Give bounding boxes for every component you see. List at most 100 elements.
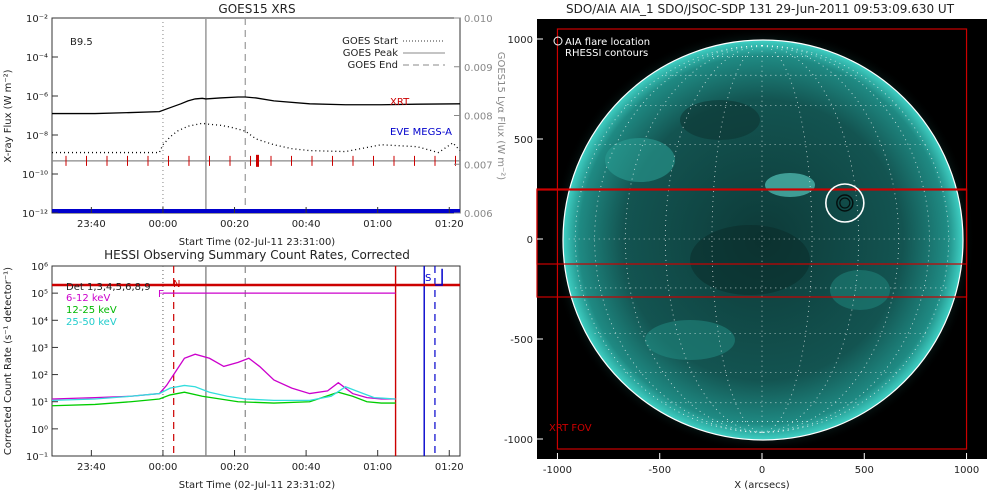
hessi-ytick-label: 10⁶ (31, 262, 48, 273)
bright-region-4 (830, 270, 890, 310)
legend-flare-location: AIA flare location (565, 37, 650, 48)
hessi-xtick-label: 00:20 (220, 462, 249, 473)
hessi-legend: Det 1,3,4,5,6,8,9 6-12 keV 12-25 keV 25-… (66, 282, 151, 328)
hessi-series-25-50-kev (51, 384, 396, 402)
goes-plot-frame (51, 17, 461, 214)
legend-detectors: Det 1,3,4,5,6,8,9 (66, 282, 151, 293)
bright-region-1 (605, 138, 675, 182)
hessi-title: HESSI Observing Summary Count Rates, Cor… (104, 248, 410, 262)
legend-goes-start: GOES Start (342, 36, 398, 47)
hessi-ytick-label: 10¹ (31, 398, 48, 409)
aia-ytick-label: -1000 (504, 435, 533, 446)
goes-y2tick-label: 0.006 (464, 209, 493, 220)
aia-title: SDO/AIA AIA_1 SDO/JSOC-SDP 131 29-Jun-20… (566, 2, 955, 16)
legend-goes-end: GOES End (348, 60, 398, 71)
goes-y2tick-label: 0.008 (464, 112, 493, 123)
heliographic-grid (568, 45, 956, 433)
hessi-xtick-label: 01:00 (363, 462, 392, 473)
legend-flare-symbol (553, 36, 563, 46)
aia-xtick-label: 0 (759, 465, 765, 476)
hessi-ytick-label: 10³ (31, 343, 48, 354)
goes-series-goes-long (52, 96, 461, 115)
goes-ylabel: X-ray Flux (W m⁻²) (3, 69, 14, 162)
goes-xtick-label: 00:20 (220, 219, 249, 230)
goes-xtick-label: 01:20 (435, 219, 464, 230)
bright-region-2 (765, 173, 815, 197)
longitude-line (761, 45, 950, 433)
hessi-series (51, 266, 460, 456)
goes-class-label: B9.5 (70, 37, 93, 48)
legend-25-50: 25-50 keV (66, 317, 117, 328)
aia-ytick-label: 500 (514, 135, 533, 146)
aia-xtick-label: -1000 (543, 465, 572, 476)
flare-location-marker (825, 183, 865, 223)
goes-ytick-label: 10⁻² (26, 14, 48, 25)
hessi-ytick-label: 10² (31, 371, 48, 382)
hessi-ytick-label: 10⁰ (31, 425, 48, 436)
hessi-ytick-label: 10⁵ (31, 289, 48, 300)
aia-xlabel: X (arcsecs) (734, 480, 790, 491)
goes-ticks: 23:40 00:00 00:20 00:40 01:00 01:20 10⁻² 10⁻⁴ 10… (22, 14, 493, 230)
goes-y2tick-label: 0.007 (464, 160, 493, 171)
goes-legend: GOES Start GOES Peak GOES End (342, 36, 445, 71)
legend-rhessi-contours: RHESSI contours (565, 48, 648, 59)
goes-y2tick-label: 0.010 (464, 14, 493, 25)
goes-panel: GOES15 XRS 23:40 00:00 00:20 00:40 01:00 01:2… (3, 2, 506, 248)
goes-ytick-label: 10⁻⁴ (26, 53, 48, 64)
aia-ticks: -1000 -500 0 500 1000 -1000 -500 0 500 1000 (504, 35, 979, 476)
hessi-saa-flag (434, 268, 443, 286)
hessi-series-6-12-kev (51, 353, 396, 400)
hessi-series-12-25-kev (51, 391, 396, 407)
rhessi-contour (836, 194, 854, 212)
legend-goes-peak: GOES Peak (343, 48, 398, 59)
lyman-flag-block (256, 154, 259, 167)
longitude-line (574, 45, 763, 433)
goes-xtick-label: 00:40 (292, 219, 321, 230)
goes-xtick-label: 00:00 (149, 219, 178, 230)
hessi-ytick-label: 10⁻¹ (26, 452, 48, 463)
rhessi-contour (839, 197, 851, 209)
sun-texture (605, 100, 890, 360)
hessi-plot-frame (51, 265, 461, 457)
hessi-xtick-label: 01:20 (435, 462, 464, 473)
goes-ytick-label: 10⁻⁸ (26, 131, 48, 142)
aia-xtick-label: 500 (855, 465, 874, 476)
solar-limb (562, 39, 964, 441)
goes-ytick-label: 10⁻¹² (22, 209, 48, 220)
aia-ytick-label: -500 (510, 335, 533, 346)
aia-xtick-label: 1000 (954, 465, 979, 476)
hessi-xtick-label: 23:40 (77, 462, 106, 473)
aia-legend: AIA flare location RHESSI contours (553, 36, 650, 59)
flag-S: S (425, 273, 431, 284)
hessi-ytick-label: 10⁴ (31, 316, 48, 327)
hessi-panel: HESSI Observing Summary Count Rates, Cor… (3, 248, 464, 491)
hessi-xtick-label: 00:00 (149, 462, 178, 473)
longitude-line (624, 45, 763, 433)
flag-N: N (173, 279, 180, 290)
goes-y2label: GOES15 Lyα Flux (W m⁻²) (495, 52, 506, 180)
hessi-ticks: 23:40 00:00 00:20 00:40 01:00 01:20 10⁶ 10⁵ 10⁴ 1… (26, 262, 464, 473)
legend-12-25: 12-25 keV (66, 305, 117, 316)
goes-y2tick-label: 0.009 (464, 63, 493, 74)
goes-ytick-label: 10⁻⁶ (26, 92, 48, 103)
dark-region-2 (680, 100, 760, 140)
xrt-fov-label: XRT FOV (549, 423, 592, 434)
flag-F: F (158, 289, 164, 300)
goes-xlabel: Start Time (02-Jul-11 23:31:00) (179, 237, 336, 248)
longitude-line (594, 45, 763, 433)
goes-xtick-label: 23:40 (77, 219, 106, 230)
goes-series (52, 18, 461, 214)
dark-region-1 (690, 225, 810, 295)
aia-xtick-label: -500 (648, 465, 671, 476)
aia-ytick-label: 1000 (508, 35, 533, 46)
bright-region-3 (645, 320, 735, 360)
aia-overlay (536, 28, 968, 450)
aia-panel: SDO/AIA AIA_1 SDO/JSOC-SDP 131 29-Jun-20… (504, 2, 987, 491)
longitude-line (761, 45, 930, 433)
legend-6-12: 6-12 keV (66, 293, 110, 304)
xrt-annotation: XRT (390, 97, 410, 108)
hessi-xlabel: Start Time (02-Jul-11 23:31:02) (179, 480, 336, 491)
longitude-line (761, 45, 900, 433)
goes-xtick-label: 01:00 (363, 219, 392, 230)
